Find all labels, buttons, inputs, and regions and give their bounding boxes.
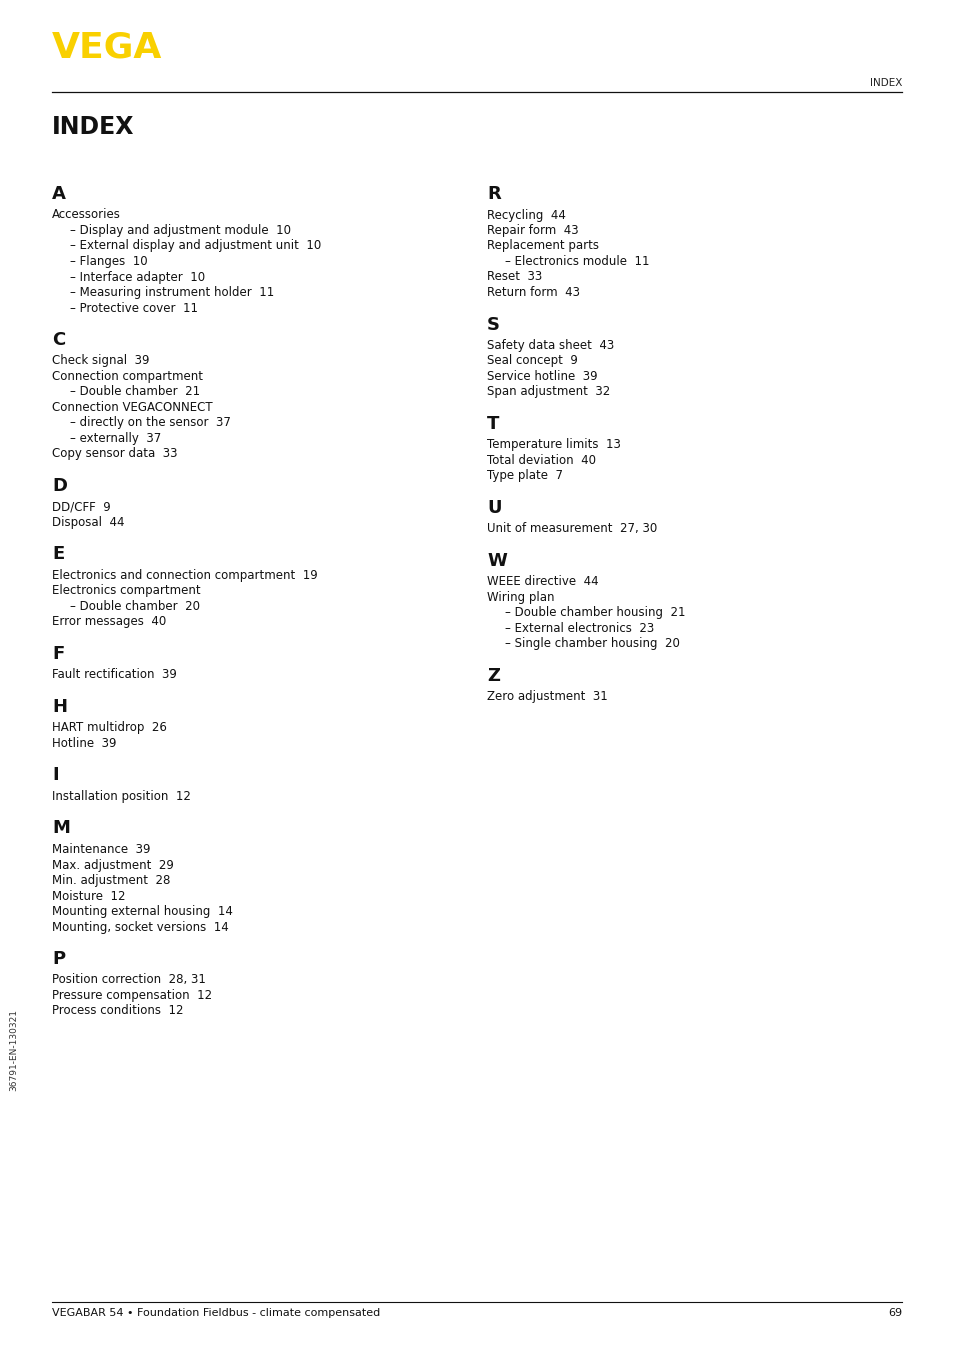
Text: – External display and adjustment unit  10: – External display and adjustment unit 1… [70, 240, 321, 252]
Text: Error messages  40: Error messages 40 [52, 616, 166, 628]
Text: U: U [486, 500, 501, 517]
Text: – Interface adapter  10: – Interface adapter 10 [70, 271, 205, 283]
Text: Disposal  44: Disposal 44 [52, 516, 125, 529]
Text: Z: Z [486, 668, 499, 685]
Text: Safety data sheet  43: Safety data sheet 43 [486, 338, 614, 352]
Text: Accessories: Accessories [52, 209, 121, 222]
Text: Reset  33: Reset 33 [486, 271, 541, 283]
Text: – Protective cover  11: – Protective cover 11 [70, 302, 198, 314]
Text: Mounting, socket versions  14: Mounting, socket versions 14 [52, 921, 229, 933]
Text: – Double chamber  21: – Double chamber 21 [70, 386, 200, 398]
Text: HART multidrop  26: HART multidrop 26 [52, 722, 167, 734]
Text: H: H [52, 699, 67, 716]
Text: Process conditions  12: Process conditions 12 [52, 1005, 183, 1017]
Text: Mounting external housing  14: Mounting external housing 14 [52, 904, 233, 918]
Text: Pressure compensation  12: Pressure compensation 12 [52, 988, 212, 1002]
Text: WEEE directive  44: WEEE directive 44 [486, 575, 598, 589]
Text: Seal concept  9: Seal concept 9 [486, 355, 578, 367]
Text: Return form  43: Return form 43 [486, 286, 579, 299]
Text: Total deviation  40: Total deviation 40 [486, 454, 596, 467]
Text: – directly on the sensor  37: – directly on the sensor 37 [70, 417, 231, 429]
Text: – Display and adjustment module  10: – Display and adjustment module 10 [70, 223, 291, 237]
Text: – Single chamber housing  20: – Single chamber housing 20 [504, 638, 679, 650]
Text: – Electronics module  11: – Electronics module 11 [504, 255, 649, 268]
Text: Electronics and connection compartment  19: Electronics and connection compartment 1… [52, 569, 317, 582]
Text: Replacement parts: Replacement parts [486, 240, 598, 252]
Text: Temperature limits  13: Temperature limits 13 [486, 439, 620, 451]
Text: Connection compartment: Connection compartment [52, 370, 203, 383]
Text: Connection VEGACONNECT: Connection VEGACONNECT [52, 401, 213, 414]
Text: 69: 69 [887, 1308, 901, 1317]
Text: Copy sensor data  33: Copy sensor data 33 [52, 448, 177, 460]
Text: D: D [52, 477, 67, 496]
Text: – Flanges  10: – Flanges 10 [70, 255, 148, 268]
Text: I: I [52, 766, 58, 784]
Text: Min. adjustment  28: Min. adjustment 28 [52, 873, 171, 887]
Text: Installation position  12: Installation position 12 [52, 789, 191, 803]
Text: Recycling  44: Recycling 44 [486, 209, 565, 222]
Text: Moisture  12: Moisture 12 [52, 890, 126, 903]
Text: M: M [52, 819, 70, 838]
Text: Zero adjustment  31: Zero adjustment 31 [486, 691, 607, 704]
Text: Hotline  39: Hotline 39 [52, 737, 116, 750]
Text: Service hotline  39: Service hotline 39 [486, 370, 597, 383]
Text: T: T [486, 414, 498, 433]
Text: Fault rectification  39: Fault rectification 39 [52, 669, 176, 681]
Text: R: R [486, 185, 500, 203]
Text: – externally  37: – externally 37 [70, 432, 161, 445]
Text: Maintenance  39: Maintenance 39 [52, 844, 151, 856]
Text: E: E [52, 546, 64, 563]
Text: Check signal  39: Check signal 39 [52, 355, 150, 367]
Text: – Double chamber housing  21: – Double chamber housing 21 [504, 607, 685, 620]
Text: Max. adjustment  29: Max. adjustment 29 [52, 858, 173, 872]
Text: Position correction  28, 31: Position correction 28, 31 [52, 974, 206, 987]
Text: Electronics compartment: Electronics compartment [52, 585, 200, 597]
Text: A: A [52, 185, 66, 203]
Text: 36791-EN-130321: 36791-EN-130321 [10, 1009, 18, 1091]
Text: VEGA: VEGA [52, 30, 162, 64]
Text: F: F [52, 645, 64, 663]
Text: INDEX: INDEX [52, 115, 134, 139]
Text: DD/CFF  9: DD/CFF 9 [52, 501, 111, 513]
Text: Unit of measurement  27, 30: Unit of measurement 27, 30 [486, 523, 657, 535]
Text: W: W [486, 552, 506, 570]
Text: S: S [486, 315, 499, 333]
Text: Type plate  7: Type plate 7 [486, 470, 562, 482]
Text: INDEX: INDEX [869, 79, 901, 88]
Text: VEGABAR 54 • Foundation Fieldbus - climate compensated: VEGABAR 54 • Foundation Fieldbus - clima… [52, 1308, 380, 1317]
Text: Wiring plan: Wiring plan [486, 590, 554, 604]
Text: – Double chamber  20: – Double chamber 20 [70, 600, 200, 613]
Text: Repair form  43: Repair form 43 [486, 223, 578, 237]
Text: – External electronics  23: – External electronics 23 [504, 621, 654, 635]
Text: – Measuring instrument holder  11: – Measuring instrument holder 11 [70, 286, 274, 299]
Text: P: P [52, 951, 65, 968]
Text: C: C [52, 330, 65, 349]
Text: Span adjustment  32: Span adjustment 32 [486, 386, 610, 398]
